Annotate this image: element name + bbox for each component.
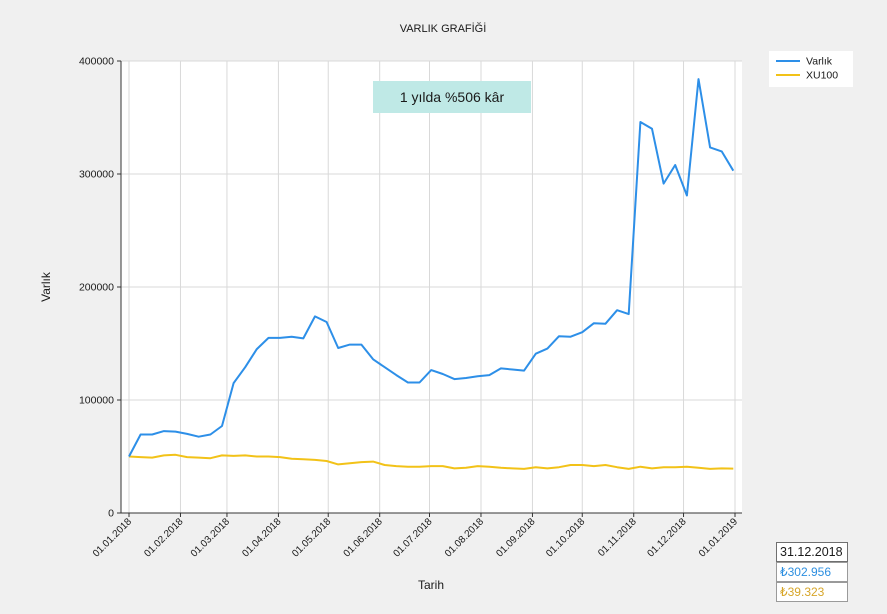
info-xu100-value: ₺39.323 xyxy=(776,582,848,602)
legend-label-varlik: Varlık xyxy=(806,56,833,68)
info-varlik-value: ₺302.956 xyxy=(776,562,848,582)
legend-label-xu100: XU100 xyxy=(806,70,838,82)
x-tick-label: 01.01.2019 xyxy=(697,516,740,559)
x-tick-label: 01.11.2018 xyxy=(596,516,639,559)
grid-lines xyxy=(121,60,742,513)
y-tick-label: 400000 xyxy=(79,56,114,68)
x-tick-label: 01.08.2018 xyxy=(443,516,486,559)
x-tick-label: 01.06.2018 xyxy=(342,516,385,559)
profit-annotation: 1 yılda %506 kâr xyxy=(373,81,531,113)
x-tick-label: 01.03.2018 xyxy=(189,516,232,559)
x-tick-label: 01.05.2018 xyxy=(290,516,333,559)
chart-title: VARLIK GRAFİĞİ xyxy=(400,22,487,35)
y-tick-label: 100000 xyxy=(79,395,114,407)
legend-box xyxy=(769,51,853,87)
legend: Varlık XU100 xyxy=(769,51,853,87)
y-tick-label: 200000 xyxy=(79,282,114,294)
y-tick-label: 0 xyxy=(108,508,114,520)
x-axis-label: Tarih xyxy=(418,578,444,592)
x-tick-label: 01.01.2018 xyxy=(91,516,134,559)
y-axis-label: Varlık xyxy=(39,271,53,302)
annotation-text: 1 yılda %506 kâr xyxy=(400,89,505,105)
series-layer xyxy=(128,78,735,470)
series-line-xu100 xyxy=(128,453,734,470)
x-tick-label: 01.10.2018 xyxy=(544,516,587,559)
series-line-varlik xyxy=(128,78,735,457)
x-tick-label: 01.02.2018 xyxy=(142,516,185,559)
info-date: 31.12.2018 xyxy=(776,542,848,562)
y-tick-label: 300000 xyxy=(79,169,114,181)
x-tick-label: 01.07.2018 xyxy=(391,516,434,559)
x-tick-label: 01.12.2018 xyxy=(645,516,688,559)
x-tick-label: 01.04.2018 xyxy=(240,516,283,559)
x-tick-label: 01.09.2018 xyxy=(494,516,537,559)
annotation-box xyxy=(373,81,531,113)
